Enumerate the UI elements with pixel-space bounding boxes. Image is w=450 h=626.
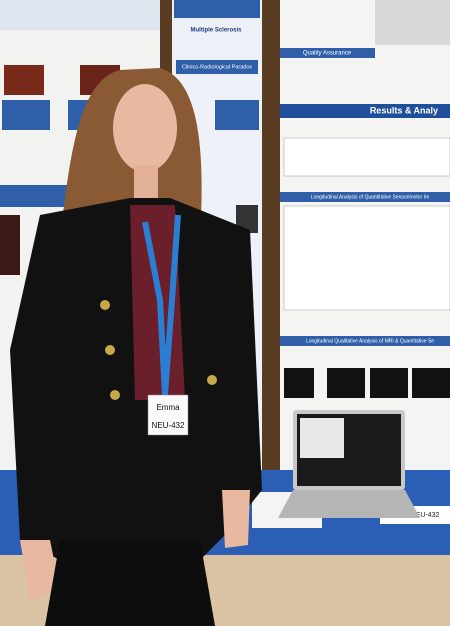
poster-heading: Longitudinal Qualitative Analysis of MRI… [306, 338, 434, 344]
table-sign-text: NEU-432 [411, 512, 440, 519]
button [207, 375, 217, 385]
plot-area [283, 137, 450, 177]
poster-image [0, 215, 20, 275]
hand [20, 540, 60, 600]
hand [222, 490, 250, 548]
poster-block [0, 0, 160, 30]
button [105, 345, 115, 355]
button [100, 300, 110, 310]
mri-image [327, 368, 365, 398]
poster-band [280, 48, 375, 58]
poster-band [280, 336, 450, 346]
poster-image [236, 205, 258, 233]
face [113, 84, 177, 172]
poster-band [280, 192, 450, 202]
poster-heading: Multiple Sclerosis [190, 28, 242, 34]
mri-image [412, 368, 450, 398]
poster-heading: Longitudinal Analysis of Quantitative Se… [311, 194, 429, 200]
poster-box [2, 100, 50, 130]
poster-image [4, 65, 44, 95]
mri-image [284, 368, 314, 398]
button [110, 390, 120, 400]
poster-icons [215, 100, 259, 130]
laptop-keyboard [278, 490, 420, 518]
plot-grid [283, 205, 450, 311]
badge-name: Emma [156, 403, 180, 412]
mri-image [370, 368, 408, 398]
badge-code: NEU-432 [152, 421, 185, 430]
poster-heading: Results & Analy [370, 105, 438, 115]
poster-band [0, 185, 70, 207]
laptop-window [300, 418, 344, 458]
poster-band [280, 104, 450, 118]
poster-band [174, 0, 260, 18]
poster-image [375, 0, 450, 45]
poster-heading: Clinico-Radiological Paradox [182, 64, 253, 70]
name-badge [147, 394, 189, 436]
poster-band [176, 60, 258, 74]
pants [45, 540, 215, 626]
poster-heading: Quality Assurance [303, 51, 352, 57]
